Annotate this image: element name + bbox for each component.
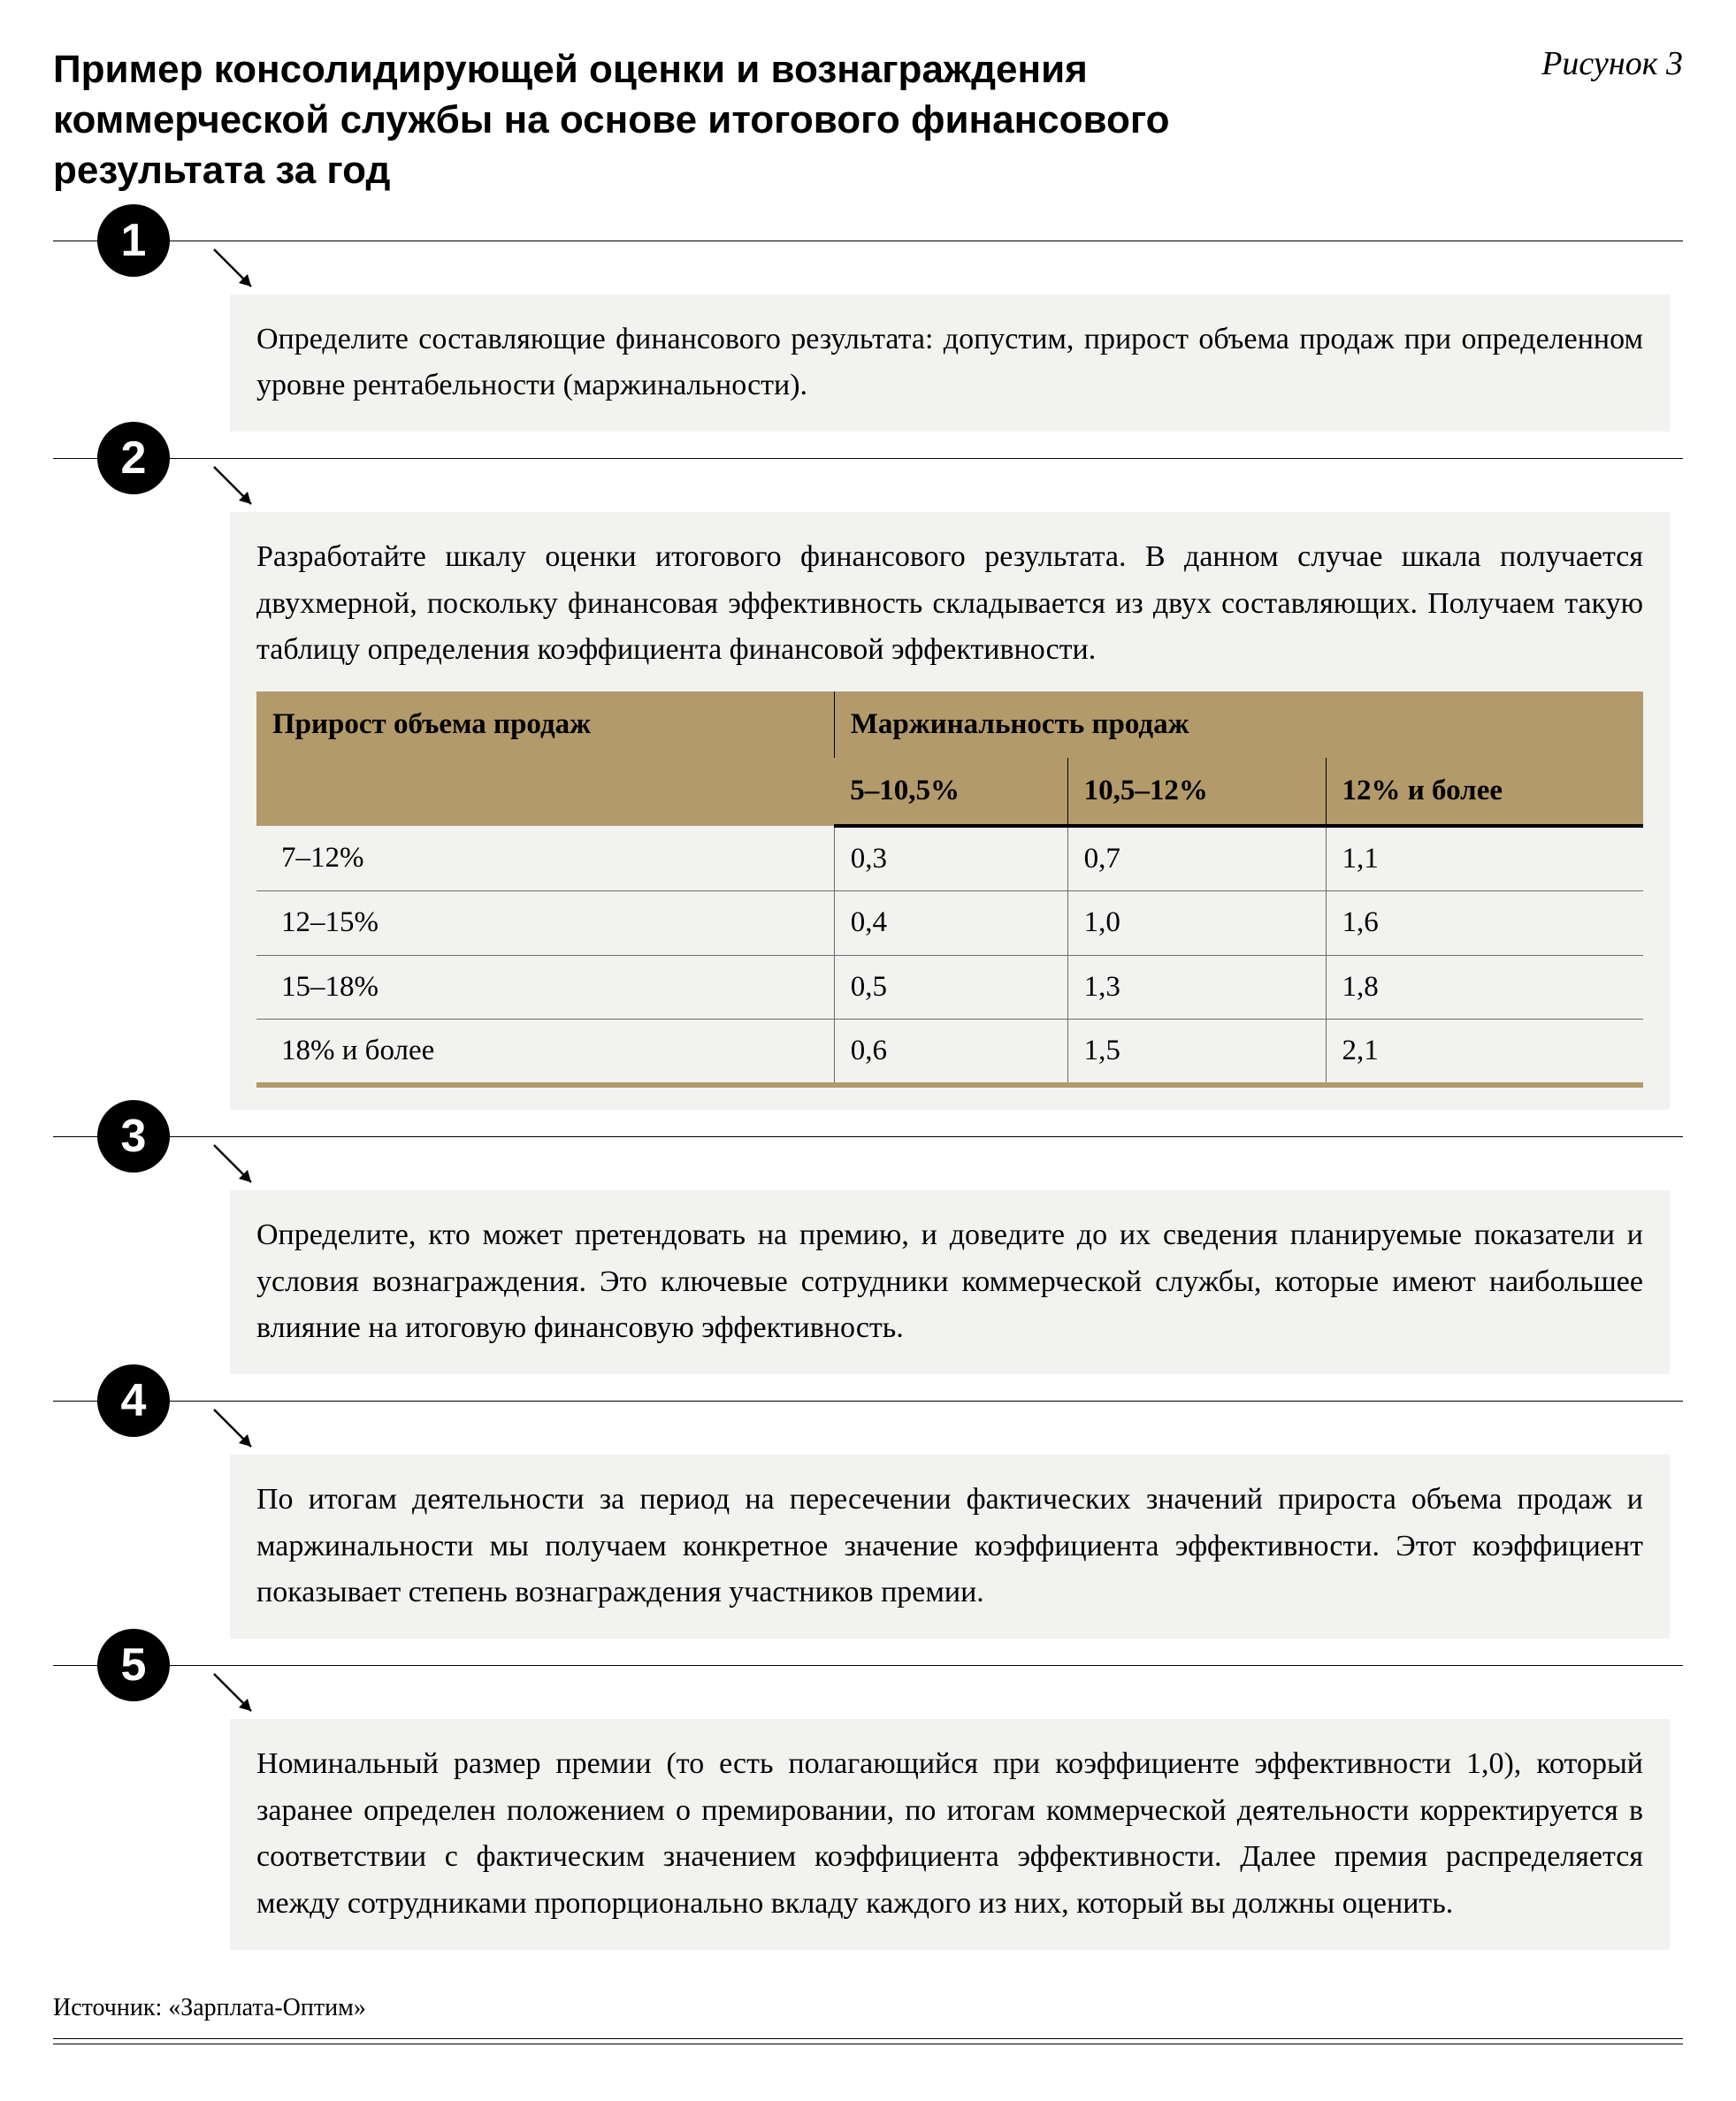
step-number-badge: 2 xyxy=(97,422,170,494)
table-cell: 1,0 xyxy=(1067,891,1326,955)
table-cell: 0,7 xyxy=(1067,826,1326,891)
step-section: 5 Номинальный размер премии (то есть пол… xyxy=(53,1665,1683,1950)
table-col-group-header: Маржинальность продаж xyxy=(834,691,1643,758)
step-text: По итогам деятельности за период на пере… xyxy=(256,1483,1643,1608)
step-body: Определите, кто может претендовать на пр… xyxy=(230,1190,1670,1374)
step-text: Определите, кто может претендовать на пр… xyxy=(256,1219,1643,1344)
step-text: Разработайте шкалу оценки итогового фина… xyxy=(256,540,1643,666)
step-number-badge: 3 xyxy=(97,1100,170,1173)
table-row-label: 12–15% xyxy=(256,891,834,955)
step-section: 3 Определите, кто может претендовать на … xyxy=(53,1136,1683,1374)
table-cell: 1,8 xyxy=(1326,955,1643,1019)
steps-list: 1 Определите составляющие финансового ре… xyxy=(53,241,1683,1950)
table-col-header: 5–10,5% xyxy=(834,758,1067,826)
table-row-label: 15–18% xyxy=(256,955,834,1019)
arrow-icon xyxy=(212,248,265,301)
table-row-label: 7–12% xyxy=(256,826,834,891)
table-cell: 1,6 xyxy=(1326,891,1643,955)
step-text: Номинальный размер премии (то есть полаг… xyxy=(256,1747,1643,1920)
arrow-icon xyxy=(212,1143,265,1196)
table-cell: 0,4 xyxy=(834,891,1067,955)
step-body: По итогам деятельности за период на пере… xyxy=(230,1455,1670,1639)
arrow-icon xyxy=(212,1672,265,1725)
table-cell: 0,5 xyxy=(834,955,1067,1019)
step-divider xyxy=(53,1136,1683,1137)
footer-rule xyxy=(53,2038,1683,2039)
table-col-header: 10,5–12% xyxy=(1067,758,1326,826)
step-section: 1 Определите составляющие финансового ре… xyxy=(53,241,1683,432)
figure-label: Рисунок 3 xyxy=(1541,44,1683,83)
table-cell: 1,5 xyxy=(1067,1019,1326,1085)
table-cell: 0,3 xyxy=(834,826,1067,891)
table-row-group-header: Прирост объема продаж xyxy=(256,691,834,826)
step-divider xyxy=(53,458,1683,459)
coefficient-table: Прирост объема продаж Маржинальность про… xyxy=(256,691,1643,1088)
table-row: 12–15%0,41,01,6 xyxy=(256,891,1643,955)
header-row: Пример консолидирующей оценки и вознагра… xyxy=(53,44,1683,196)
step-number-badge: 5 xyxy=(97,1629,170,1701)
step-body: Номинальный размер премии (то есть полаг… xyxy=(230,1719,1670,1950)
table-row: 18% и более0,61,52,1 xyxy=(256,1019,1643,1085)
page-title: Пример консолидирующей оценки и вознагра… xyxy=(53,44,1291,196)
table-cell: 1,1 xyxy=(1326,826,1643,891)
step-section: 2 Разработайте шкалу оценки итогового фи… xyxy=(53,458,1683,1110)
step-divider xyxy=(53,1401,1683,1402)
table-col-header: 12% и более xyxy=(1326,758,1643,826)
step-body: Разработайте шкалу оценки итогового фина… xyxy=(230,512,1670,1110)
source-attribution: Источник: «Зарплата-Оптим» xyxy=(53,1994,1683,2038)
arrow-icon xyxy=(212,1408,265,1461)
step-body: Определите составляющие финансового резу… xyxy=(230,294,1670,432)
arrow-icon xyxy=(212,465,265,518)
step-number-badge: 4 xyxy=(97,1364,170,1437)
table-cell: 0,6 xyxy=(834,1019,1067,1085)
step-number-badge: 1 xyxy=(97,204,170,277)
step-divider xyxy=(53,1665,1683,1666)
table-row: 15–18%0,51,31,8 xyxy=(256,955,1643,1019)
step-text: Определите составляющие финансового резу… xyxy=(256,323,1643,402)
table-cell: 1,3 xyxy=(1067,955,1326,1019)
table-row-label: 18% и более xyxy=(256,1019,834,1085)
table-cell: 2,1 xyxy=(1326,1019,1643,1085)
step-section: 4 По итогам деятельности за период на пе… xyxy=(53,1401,1683,1639)
table-row: 7–12%0,30,71,1 xyxy=(256,826,1643,891)
